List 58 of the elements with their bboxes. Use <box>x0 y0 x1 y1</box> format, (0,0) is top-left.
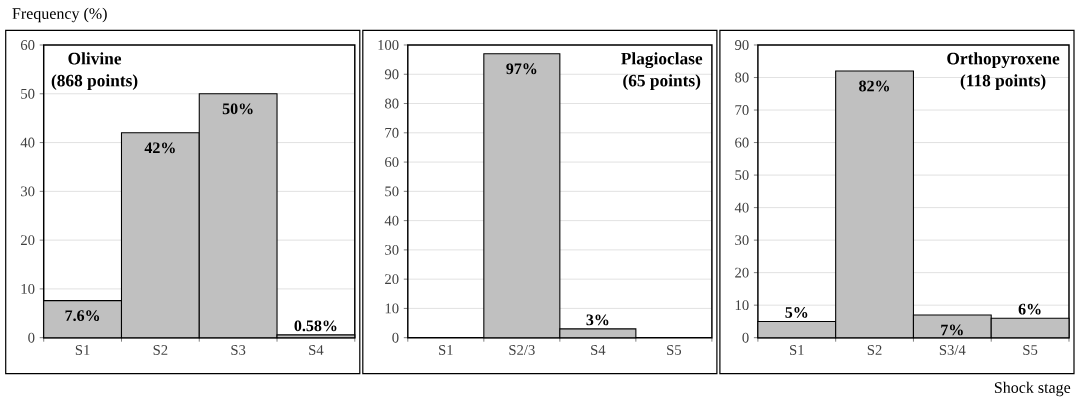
data-label: 3% <box>586 314 609 326</box>
text: (868 points) <box>51 74 138 90</box>
y-tick-label: 30 <box>21 186 35 197</box>
y-tick-label: 20 <box>735 267 749 278</box>
y-tick-label: 60 <box>735 137 749 148</box>
y-tick-label: 30 <box>735 235 749 246</box>
y-tick-label: 80 <box>735 72 749 83</box>
data-label: 50% <box>222 103 253 115</box>
chart-title: Plagioclase <box>621 52 703 69</box>
y-tick-label: 70 <box>735 105 749 115</box>
x-tick-label: S2 <box>867 345 882 355</box>
y-tick-label: 50 <box>385 186 399 197</box>
data-label: 6% <box>1018 303 1041 315</box>
y-tick-label: 20 <box>385 274 399 285</box>
x-tick-label: S5 <box>1023 345 1038 355</box>
x-tick-label: S1 <box>790 345 804 355</box>
y-tick-label: 80 <box>384 98 399 109</box>
y-tick-label: 50 <box>21 88 35 99</box>
x-tick-label: S2/3 <box>509 345 535 355</box>
y-tick-label: 40 <box>20 137 35 148</box>
x-tick-label: S4 <box>309 345 324 355</box>
data-label: 97% <box>506 63 537 75</box>
x-axis-title: Shock stage <box>994 381 1071 397</box>
y-tick-label: 60 <box>385 157 399 168</box>
text: (65 points) <box>623 74 701 90</box>
data-label: 5% <box>785 306 808 318</box>
y-tick-label: 10 <box>735 300 749 311</box>
data-label: 7.6% <box>65 310 100 322</box>
x-tick-label: S3/4 <box>939 345 966 355</box>
x-tick-label: S1 <box>75 345 90 355</box>
x-tick-label: S2 <box>153 345 168 355</box>
y-tick-label: 10 <box>21 283 35 294</box>
y-tick-label: 50 <box>735 170 749 181</box>
data-label: 82% <box>859 80 890 92</box>
y-tick-label: 70 <box>385 127 399 138</box>
y-tick-label: 90 <box>735 40 749 50</box>
y-tick-label: 20 <box>20 235 35 246</box>
y-axis-title: Frequency (%) <box>12 7 107 23</box>
x-tick-label: S1 <box>439 345 453 355</box>
y-tick-label: 0 <box>742 332 749 343</box>
y-tick-label: 0 <box>28 332 35 343</box>
x-tick-label: S5 <box>667 345 682 355</box>
data-label: 42% <box>144 142 175 154</box>
chart-title: Olivine <box>68 52 122 65</box>
y-tick-label: 0 <box>392 332 399 343</box>
y-tick-label: 40 <box>384 215 399 226</box>
y-tick-label: 10 <box>385 303 399 314</box>
x-tick-label: S3 <box>231 345 246 355</box>
y-tick-label: 30 <box>385 244 399 255</box>
x-tick-label: S4 <box>591 345 606 355</box>
y-tick-label: 90 <box>384 69 399 80</box>
y-tick-label: 60 <box>20 40 35 50</box>
data-label: 7% <box>941 324 963 336</box>
y-tick-label: 40 <box>734 202 749 213</box>
data-label: 0.58% <box>294 320 337 332</box>
chart-title: Orthopyroxene <box>947 52 1060 69</box>
text: (118 points) <box>960 74 1046 90</box>
y-tick-label: 100 <box>378 40 399 50</box>
